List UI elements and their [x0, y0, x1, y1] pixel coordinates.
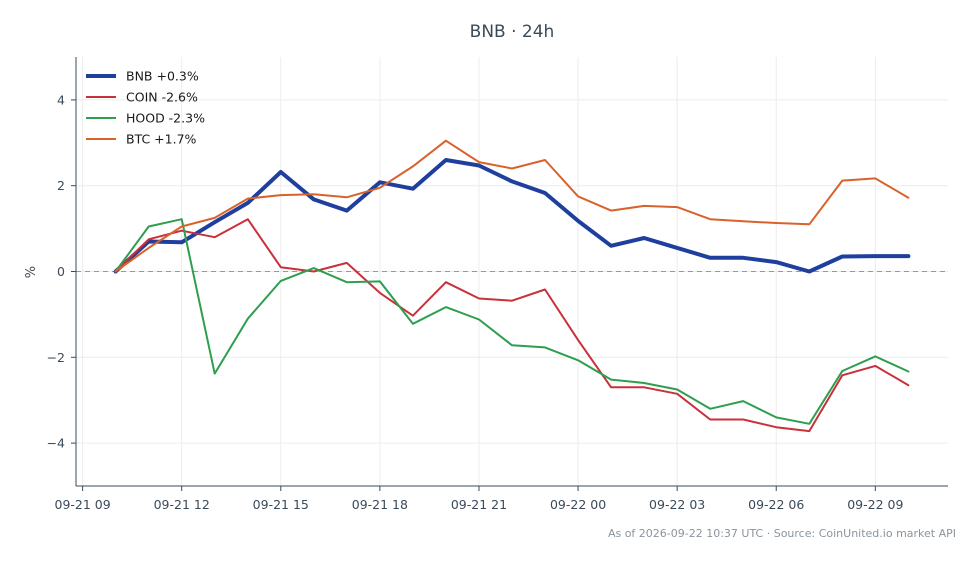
series-lines: [113, 139, 911, 433]
x-tick-label: 09-22 09: [847, 497, 903, 512]
y-axis-label: %: [24, 266, 39, 278]
x-tick-label: 09-22 03: [649, 497, 705, 512]
y-tick-label: −2: [47, 350, 65, 365]
source-footer: As of 2026-09-22 10:37 UTC · Source: Coi…: [608, 527, 956, 540]
series-line-3: [114, 139, 910, 273]
y-tick-label: 2: [57, 178, 65, 193]
y-tick-label: 4: [57, 92, 65, 107]
series-line-0: [113, 158, 911, 274]
x-tick-label: 09-21 21: [451, 497, 507, 512]
x-tick-label: 09-21 09: [55, 497, 111, 512]
series-line-1: [114, 218, 910, 433]
y-tick-label: 0: [57, 264, 65, 279]
x-tick-label: 09-21 15: [253, 497, 309, 512]
x-tick-label: 09-22 06: [748, 497, 804, 512]
y-axis-ticks: 4 2 0 −2 −4: [47, 92, 76, 451]
y-tick-label: −4: [47, 436, 65, 451]
x-tick-label: 09-22 00: [550, 497, 606, 512]
series-line-2: [114, 218, 910, 425]
legend-label: BNB +0.3%: [126, 69, 199, 84]
legend: BNB +0.3% COIN -2.6% HOOD -2.3% BTC +1.7%: [86, 69, 205, 147]
x-axis-ticks: 09-21 09 09-21 12 09-21 15 09-21 18 09-21 21…: [55, 486, 903, 512]
legend-label: COIN -2.6%: [126, 90, 198, 105]
legend-label: HOOD -2.3%: [126, 111, 205, 126]
chart-title: BNB · 24h: [470, 22, 555, 42]
x-tick-label: 09-21 12: [154, 497, 210, 512]
x-tick-label: 09-21 18: [352, 497, 408, 512]
legend-label: BTC +1.7%: [126, 132, 197, 147]
